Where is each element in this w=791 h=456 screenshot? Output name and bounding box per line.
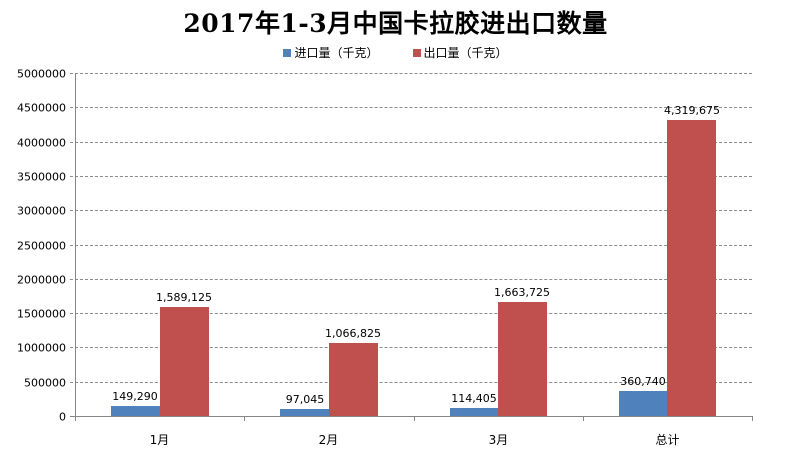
- import-bar: [111, 406, 160, 416]
- gridline: [70, 313, 752, 314]
- x-axis-category-label: 2月: [318, 433, 339, 447]
- y-axis-tick-label: 2000000: [17, 273, 66, 287]
- y-axis-tick-label: 1000000: [17, 341, 66, 355]
- chart-title: 2017年1-3月中国卡拉胶进出口数量: [183, 9, 608, 38]
- export-bar: [667, 120, 716, 416]
- legend-label-import: 进口量（千克）: [294, 46, 379, 60]
- x-axis-category-label: 3月: [488, 433, 509, 447]
- export-bar: [329, 343, 378, 416]
- y-axis-tick-label: 0: [59, 410, 66, 424]
- x-axis: [75, 416, 752, 417]
- gridline: [70, 176, 752, 177]
- chart-legend: 进口量（千克） 出口量（千克）: [0, 44, 791, 61]
- export-value-label: 1,589,125: [156, 291, 212, 304]
- y-axis-tick-label: 4000000: [17, 136, 66, 150]
- x-axis-tick-mark: [583, 416, 584, 421]
- x-axis-tick-mark: [752, 416, 753, 421]
- gridline: [70, 382, 752, 383]
- gridline: [70, 107, 752, 108]
- export-value-label: 4,319,675: [664, 104, 720, 117]
- y-axis-tick-label: 4500000: [17, 101, 66, 115]
- x-axis-tick-mark: [414, 416, 415, 421]
- y-axis-tick-label: 2500000: [17, 239, 66, 253]
- export-bar: [498, 302, 547, 416]
- y-axis: [75, 73, 76, 416]
- import-value-label: 360,740: [620, 375, 666, 388]
- y-axis-tick-mark: [70, 416, 75, 417]
- y-axis-tick-label: 1500000: [17, 307, 66, 321]
- export-value-label: 1,066,825: [325, 327, 381, 340]
- legend-swatch-export: [412, 48, 421, 57]
- import-bar: [450, 408, 499, 416]
- import-value-label: 114,405: [451, 392, 497, 405]
- y-axis-tick-label: 5000000: [17, 67, 66, 81]
- x-axis-category-label: 1月: [149, 433, 170, 447]
- export-bar: [160, 307, 209, 416]
- legend-swatch-import: [283, 48, 292, 57]
- x-axis-tick-mark: [244, 416, 245, 421]
- gridline: [70, 279, 752, 280]
- legend-item-export: 出口量（千克）: [412, 44, 508, 61]
- y-axis-tick-label: 500000: [24, 376, 66, 390]
- gridline: [70, 245, 752, 246]
- legend-label-export: 出口量（千克）: [423, 46, 508, 60]
- y-axis-tick-label: 3000000: [17, 204, 66, 218]
- gridline: [70, 210, 752, 211]
- gridline: [70, 347, 752, 348]
- x-axis-category-label: 总计: [655, 433, 680, 447]
- gridline: [70, 142, 752, 143]
- gridline: [70, 73, 752, 74]
- import-value-label: 149,290: [112, 390, 158, 403]
- x-axis-tick-mark: [75, 416, 76, 421]
- y-axis-tick-label: 3500000: [17, 170, 66, 184]
- import-value-label: 97,045: [285, 393, 325, 406]
- import-bar: [619, 391, 668, 416]
- import-bar: [280, 409, 329, 416]
- legend-item-import: 进口量（千克）: [283, 44, 379, 61]
- export-value-label: 1,663,725: [494, 286, 550, 299]
